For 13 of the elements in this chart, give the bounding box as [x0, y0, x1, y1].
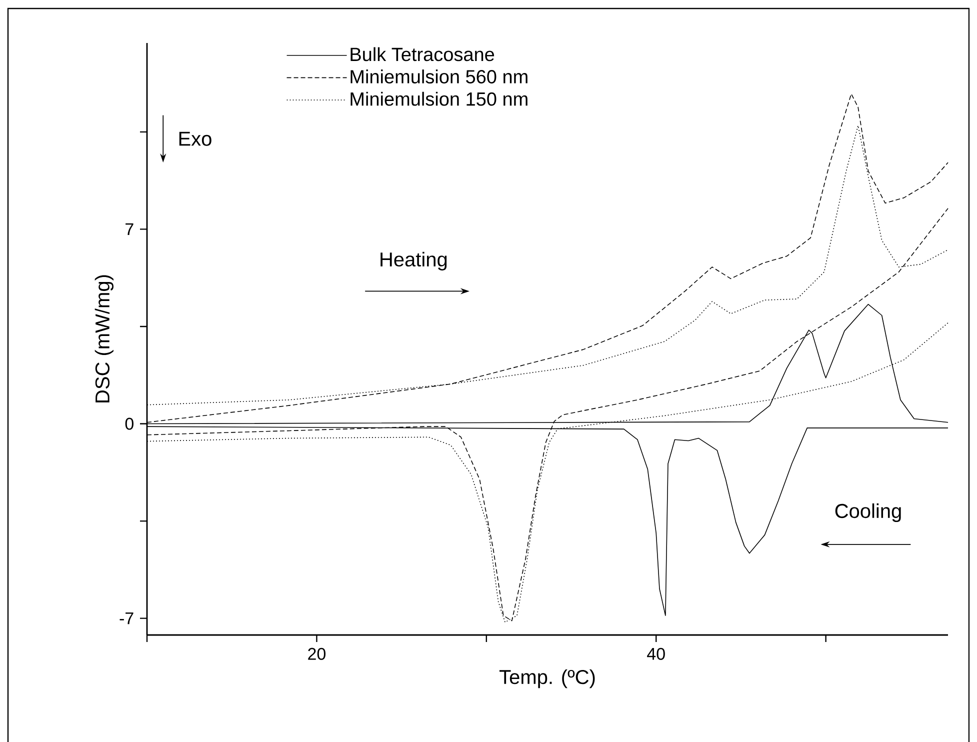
y-tick-label: 7	[126, 223, 134, 236]
x-axis-title: Temp. (ºC)	[499, 669, 595, 688]
x-tick-label: 20	[308, 648, 326, 660]
legend-label: Miniemulsion 150 nm	[350, 92, 528, 106]
y-tick-label: -7	[120, 612, 134, 624]
x-tick-label: 40	[647, 648, 665, 660]
y-axis-title: DSC (mW/mg)	[94, 275, 114, 402]
annotation: Heating	[380, 252, 447, 270]
annotation: Cooling	[835, 503, 901, 522]
annotation: Exo	[179, 132, 212, 146]
legend-label: Bulk Tetracosane	[350, 47, 494, 62]
y-tick-label: 0	[125, 418, 134, 430]
legend-label: Miniemulsion 560 nm	[350, 70, 528, 84]
